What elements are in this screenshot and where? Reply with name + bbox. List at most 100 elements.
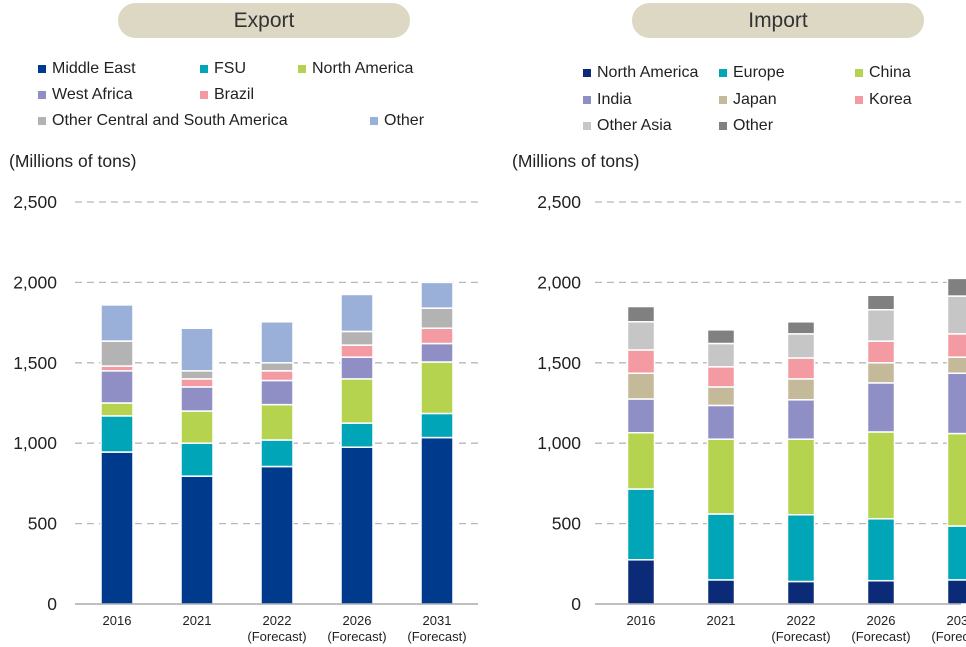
bar-segment [866, 431, 896, 520]
import-legend-korea: Korea [855, 91, 912, 109]
legend-swatch [200, 65, 208, 73]
bar-segment [260, 370, 294, 382]
legend-label: Other [733, 117, 774, 134]
bar-segment [786, 333, 816, 359]
bar-segment [706, 329, 736, 345]
bar-segment [786, 357, 816, 380]
x-tick-label: 2026 [867, 613, 896, 628]
bar-segment [420, 281, 454, 309]
y-tick-label: 2,000 [537, 272, 581, 292]
legend-label: Other Asia [597, 117, 672, 134]
bar-segment [706, 513, 736, 581]
bar-segment [260, 321, 294, 364]
y-tick-label: 2,500 [537, 192, 581, 212]
bar-segment [946, 372, 966, 435]
bar-segment [260, 439, 294, 468]
y-tick-label: 1,000 [13, 433, 57, 453]
y-tick-label: 1,500 [13, 353, 57, 373]
export-legend-fsu: FSU [200, 60, 246, 78]
bar-segment [706, 386, 736, 407]
legend-swatch [38, 117, 46, 125]
y-tick-label: 1,000 [537, 433, 581, 453]
bar-segment [420, 361, 454, 415]
bar-segment [260, 403, 294, 441]
bar-segment [260, 379, 294, 406]
bar-segment [786, 580, 816, 605]
bar-segment [866, 382, 896, 433]
bar-segment [340, 330, 374, 346]
bar-segment [180, 370, 214, 380]
import-legend-europe: Europe [719, 64, 785, 82]
x-tick-sublabel: (Forecast) [851, 629, 910, 644]
x-tick-label: 2016 [627, 613, 656, 628]
export-title: Export [118, 3, 410, 38]
bar-segment [626, 398, 656, 434]
legend-swatch [719, 69, 727, 77]
legend-label: North America [312, 60, 414, 77]
legend-swatch [583, 69, 591, 77]
bar-segment [340, 344, 374, 358]
bar-segment [946, 333, 966, 358]
export-legend-brazil: Brazil [200, 86, 254, 104]
x-tick-sublabel: (Forecast) [327, 629, 386, 644]
legend-label: Other Central and South America [52, 112, 288, 129]
y-tick-label: 0 [47, 594, 57, 614]
bar-segment [866, 308, 896, 342]
legend-swatch [855, 69, 863, 77]
legend-label: Europe [733, 64, 785, 81]
x-tick-label: 2031 [423, 613, 452, 628]
bar-segment [100, 304, 134, 342]
x-tick-label: 2026 [343, 613, 372, 628]
import-title: Import [632, 3, 924, 38]
import-legend-india: India [583, 91, 632, 109]
bar-segment [180, 442, 214, 477]
x-tick-label: 2022 [263, 613, 292, 628]
legend-label: China [869, 64, 911, 81]
legend-label: Japan [733, 91, 777, 108]
x-tick-sublabel: (Forecast) [407, 629, 466, 644]
y-tick-label: 2,500 [13, 192, 57, 212]
bar-segment [420, 436, 454, 605]
legend-swatch [719, 122, 727, 130]
bar-segment [706, 404, 736, 440]
bar-segment [340, 378, 374, 424]
bar-segment [100, 402, 134, 417]
bar-segment [626, 559, 656, 605]
bar-segment [706, 342, 736, 368]
x-tick-sublabel: (Forecast) [247, 629, 306, 644]
bar-segment [626, 431, 656, 490]
bar-segment [420, 412, 454, 439]
bar-segment [100, 340, 134, 367]
bar-segment [100, 370, 134, 404]
export-legend-north-america: North America [298, 60, 413, 78]
import-unit-label: (Millions of tons) [512, 151, 640, 171]
bar-segment [626, 349, 656, 375]
bar-segment [340, 446, 374, 605]
legend-swatch [583, 122, 591, 130]
import-legend-japan: Japan [719, 91, 777, 109]
y-tick-label: 0 [571, 594, 581, 614]
bar-segment [420, 307, 454, 329]
bar-segment [786, 514, 816, 583]
bar-segment [626, 305, 656, 323]
bar-segment [420, 327, 454, 345]
bar-segment [786, 399, 816, 440]
bar-segment [946, 277, 966, 297]
x-tick-label: 2021 [707, 613, 736, 628]
bar-segment [866, 362, 896, 384]
legend-label: Korea [869, 91, 912, 108]
import-legend-north-america: North America [583, 64, 698, 82]
bar-segment [340, 293, 374, 333]
bar-segment [180, 475, 214, 605]
legend-label: West Africa [52, 86, 133, 103]
export-panel: Export Middle East FSU North America Wes… [9, 3, 478, 644]
bar-segment [706, 579, 736, 605]
bar-segment [786, 438, 816, 516]
x-tick-label: 2021 [183, 613, 212, 628]
bar-segment [260, 465, 294, 605]
legend-swatch [38, 65, 46, 73]
y-tick-label: 1,500 [537, 353, 581, 373]
export-legend-middle-east: Middle East [38, 60, 136, 78]
import-title-text: Import [748, 8, 808, 32]
